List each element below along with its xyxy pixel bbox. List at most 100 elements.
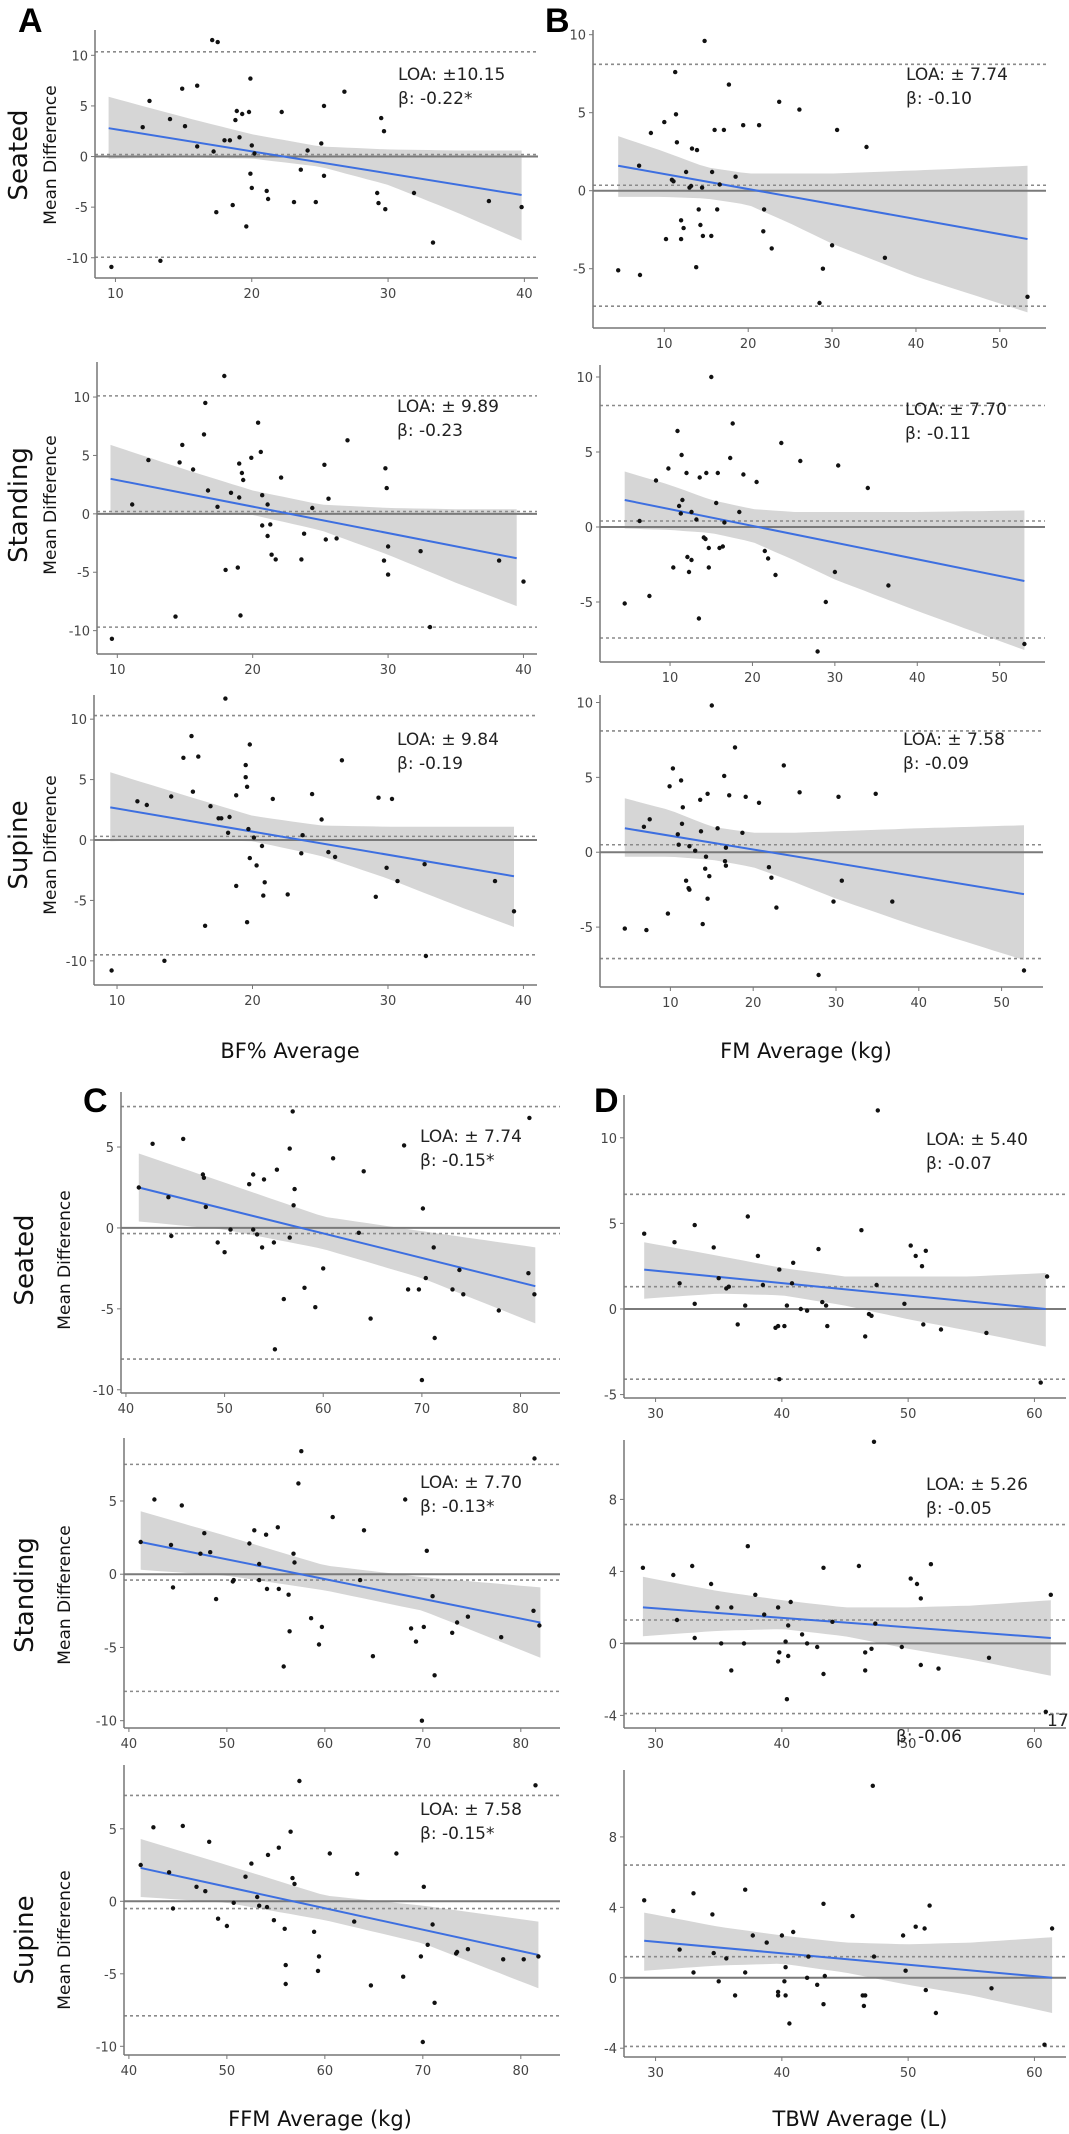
plot-d-seated: -5 0 5 10 30 40 50 60 LOA: ± 5.40 β: -0.07 [600, 1095, 1066, 1422]
data-point [873, 791, 878, 796]
data-point [385, 572, 391, 577]
data-point [696, 207, 701, 212]
data-point [717, 182, 722, 187]
data-point [775, 1993, 781, 1998]
data-point [753, 1592, 758, 1598]
loa-annotation: LOA: ± 7.74 [420, 1127, 522, 1147]
data-point [330, 1156, 336, 1161]
x-tick-label: 30 [827, 671, 844, 686]
data-point [268, 522, 273, 527]
data-point [237, 495, 242, 500]
data-point [640, 1565, 646, 1571]
data-point [735, 1322, 740, 1327]
data-point [782, 1979, 787, 1984]
data-point [702, 38, 707, 44]
data-point [263, 1532, 269, 1537]
data-point [136, 1185, 141, 1190]
data-point [296, 1481, 301, 1486]
data-point [537, 1623, 542, 1628]
data-point [152, 1497, 157, 1502]
data-point [230, 202, 235, 208]
y-axis-label-a-supine: Mean Difference [41, 775, 61, 914]
data-point [722, 520, 727, 525]
plot-a-standing: -10 -5 0 5 10 10 20 30 40 LOA: ± 9.89 β: -0.23 [69, 362, 537, 678]
data-point [707, 874, 712, 879]
data-point [882, 255, 888, 260]
data-point [259, 843, 265, 849]
data-point [151, 1825, 156, 1830]
data-point [282, 1926, 287, 1932]
data-point [829, 243, 835, 248]
data-point [918, 1662, 923, 1668]
data-point [237, 135, 242, 140]
data-point [740, 830, 745, 835]
data-point [454, 1949, 460, 1955]
data-point [831, 899, 836, 904]
data-point [691, 1970, 696, 1975]
data-point [821, 1671, 826, 1677]
data-point [692, 1301, 697, 1307]
data-point [323, 537, 328, 542]
data-point [301, 531, 307, 536]
x-tick-label: 50 [900, 1737, 917, 1752]
data-point [680, 497, 685, 503]
data-point [355, 1871, 360, 1877]
confidence-band [644, 1912, 1053, 2013]
data-point [821, 1901, 826, 1907]
y-tick-label: -10 [67, 252, 88, 267]
data-point [235, 565, 240, 570]
y-tick-label: -4 [604, 2042, 617, 2057]
data-point [637, 518, 642, 524]
beta-annotation: β: -0.23 [397, 421, 463, 441]
data-point [784, 1303, 790, 1308]
data-point [265, 533, 270, 539]
data-point [743, 1303, 748, 1308]
data-point [309, 791, 315, 797]
data-point [798, 1306, 803, 1312]
y-tick-label: 5 [109, 1495, 117, 1510]
data-point [938, 1327, 944, 1332]
data-point [319, 141, 324, 146]
x-axis-title-d: TBW Average (L) [772, 2107, 948, 2131]
data-point [376, 795, 381, 800]
data-point [918, 1596, 923, 1601]
data-point [683, 878, 689, 883]
x-axis-title-a: BF% Average [220, 1039, 359, 1063]
data-point [709, 169, 715, 175]
data-point [305, 148, 310, 153]
y-tick-label: 5 [585, 771, 593, 786]
data-point [797, 107, 802, 112]
plot-c-standing: -10 -5 0 5 40 50 60 70 80 LOA: ± 7.70 β: -0.13* [96, 1438, 560, 1752]
data-point [705, 896, 710, 901]
data-point [194, 1884, 199, 1890]
data-point [352, 1919, 357, 1924]
data-point [716, 1979, 721, 1984]
data-point [140, 125, 145, 130]
data-point [783, 1965, 788, 1970]
data-point [422, 862, 427, 867]
data-point [761, 207, 767, 212]
data-point [291, 1203, 296, 1208]
data-point [272, 1347, 278, 1352]
data-point [166, 1870, 172, 1875]
confidence-band [140, 1511, 541, 1658]
data-point [791, 1929, 796, 1935]
loa-annotation: LOA: ±10.15 [398, 65, 505, 85]
data-point [665, 911, 671, 916]
regression-line [110, 477, 517, 560]
data-point [720, 544, 725, 549]
data-point [269, 552, 274, 557]
loa-annotation: LOA: ± 7.74 [906, 65, 1008, 85]
data-point [357, 1577, 363, 1583]
beta-annotation: β: -0.13* [420, 1497, 494, 1517]
data-point [774, 905, 779, 910]
data-point [673, 112, 679, 117]
data-point [246, 109, 252, 115]
data-point [677, 1947, 682, 1952]
data-point [135, 799, 140, 804]
data-point [292, 1560, 297, 1565]
data-point [706, 565, 711, 570]
data-point [1049, 1926, 1055, 1931]
data-point [246, 826, 251, 832]
data-point [777, 1377, 782, 1382]
